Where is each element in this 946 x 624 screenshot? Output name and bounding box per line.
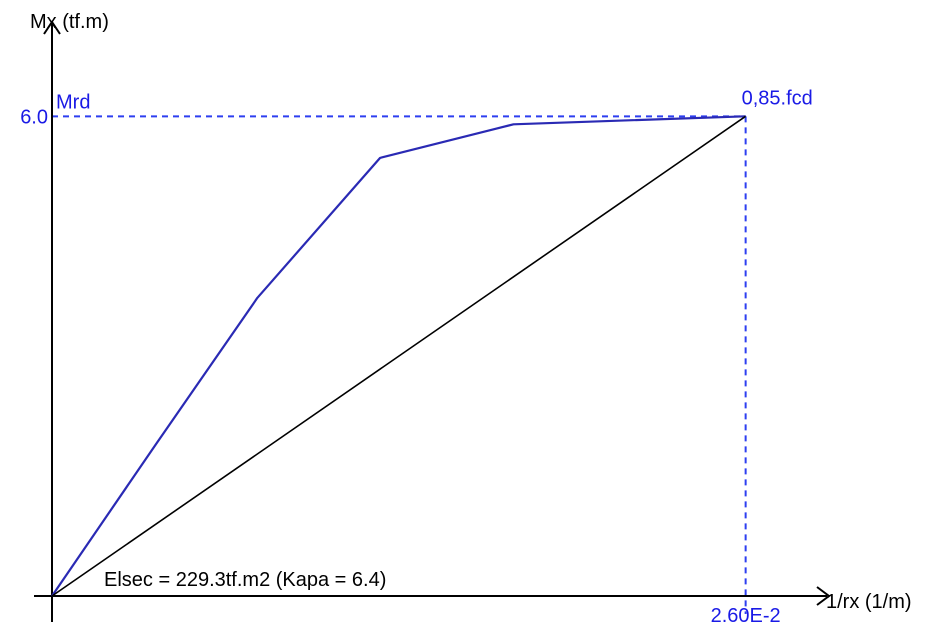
secant-stiffness-series-line (51, 115, 747, 597)
y-tick-label: 6.0 (20, 106, 48, 128)
moment-curvature-series-line (51, 115, 746, 597)
series-layer (51, 115, 747, 597)
x-tick-label: 2.60E-2 (711, 605, 781, 624)
y-axis-arrow-icon (43, 20, 61, 35)
axes (34, 20, 831, 622)
reference-lines (52, 115, 747, 614)
fcd-annotation: 0,85.fcd (742, 87, 813, 109)
x-axis-arrow-icon (816, 586, 831, 606)
labels: Mx (tf.m) 1/rx (1/m) 6.0 2.60E-2 Mrd 0,8… (20, 11, 911, 624)
mrd-annotation: Mrd (56, 91, 90, 113)
x-axis-label: 1/rx (1/m) (826, 591, 912, 613)
y-axis-label: Mx (tf.m) (30, 11, 109, 33)
elsec-annotation: Elsec = 229.3tf.m2 (Kapa = 6.4) (104, 569, 386, 591)
